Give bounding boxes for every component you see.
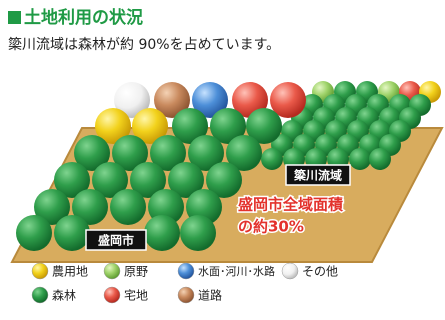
legend-swatch bbox=[104, 263, 120, 279]
legend-label: 森林 bbox=[52, 288, 76, 303]
page: 土地利用の状況 簗川流域は森林が約 90%を占めています。 簗川流域 盛岡市 盛… bbox=[0, 0, 445, 320]
legend-swatch bbox=[32, 263, 48, 279]
ball bbox=[369, 148, 391, 170]
legend-swatch bbox=[32, 287, 48, 303]
title-marker bbox=[8, 11, 21, 24]
ball bbox=[110, 189, 146, 225]
note-text: の約30% bbox=[238, 218, 304, 236]
title: 土地利用の状況 bbox=[24, 7, 143, 28]
legend-swatch bbox=[178, 287, 194, 303]
yanagawa-tag: 簗川流域 bbox=[286, 165, 350, 185]
legend-swatch bbox=[178, 263, 194, 279]
ball bbox=[180, 215, 216, 251]
legend-swatch bbox=[282, 263, 298, 279]
ball bbox=[349, 148, 371, 170]
legend-label: 水面･河川･水路 bbox=[198, 265, 275, 278]
morioka-tag: 盛岡市 bbox=[86, 230, 146, 250]
tag-text: 盛岡市 bbox=[98, 233, 134, 248]
ball bbox=[144, 215, 180, 251]
ball bbox=[54, 215, 90, 251]
infographic: 土地利用の状況 簗川流域は森林が約 90%を占めています。 簗川流域 盛岡市 盛… bbox=[0, 0, 445, 316]
legend-label: 農用地 bbox=[52, 265, 88, 279]
legend-label: その他 bbox=[302, 265, 338, 279]
legend-label: 宅地 bbox=[124, 288, 148, 303]
ball bbox=[16, 215, 52, 251]
legend-label: 原野 bbox=[124, 265, 148, 279]
tag-text: 簗川流域 bbox=[293, 168, 342, 183]
note-text: 盛岡市全域面積 bbox=[238, 196, 344, 214]
ball bbox=[261, 148, 283, 170]
legend-swatch bbox=[104, 287, 120, 303]
subtitle: 簗川流域は森林が約 90%を占めています。 bbox=[8, 37, 280, 53]
legend-label: 道路 bbox=[198, 288, 222, 303]
